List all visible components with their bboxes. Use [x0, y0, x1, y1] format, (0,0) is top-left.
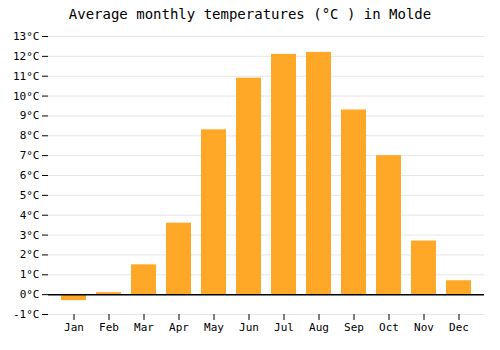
svg-text:8°C: 8°C — [20, 129, 40, 142]
svg-text:Jul: Jul — [274, 321, 294, 334]
svg-text:11°C: 11°C — [13, 70, 40, 83]
svg-text:Oct: Oct — [379, 321, 399, 334]
svg-text:Mar: Mar — [134, 321, 154, 334]
svg-text:10°C: 10°C — [13, 90, 40, 103]
svg-text:5°C: 5°C — [20, 189, 40, 202]
svg-text:Nov: Nov — [414, 321, 434, 334]
svg-text:Apr: Apr — [169, 321, 189, 334]
svg-text:Jun: Jun — [239, 321, 259, 334]
svg-text:Jan: Jan — [64, 321, 84, 334]
svg-text:9°C: 9°C — [20, 109, 40, 122]
svg-text:Aug: Aug — [309, 321, 329, 334]
svg-text:2°C: 2°C — [20, 248, 40, 261]
svg-text:0°C: 0°C — [20, 288, 40, 301]
svg-text:Sep: Sep — [344, 321, 364, 334]
svg-text:3°C: 3°C — [20, 229, 40, 242]
svg-text:-1°C: -1°C — [13, 308, 40, 321]
html-text:Average monthly temperatures (: Average monthly temperatures (°C ) in Mo… — [68, 6, 432, 22]
svg-text:Feb: Feb — [99, 321, 119, 334]
svg-text:12°C: 12°C — [13, 50, 40, 63]
svg-text:May: May — [204, 321, 224, 334]
svg-text:1°C: 1°C — [20, 268, 40, 281]
svg-text:7°C: 7°C — [20, 149, 40, 162]
svg-text:Dec: Dec — [449, 321, 469, 334]
svg-text:6°C: 6°C — [20, 169, 40, 182]
svg-text:4°C: 4°C — [20, 209, 40, 222]
svg-text:13°C: 13°C — [13, 30, 40, 43]
